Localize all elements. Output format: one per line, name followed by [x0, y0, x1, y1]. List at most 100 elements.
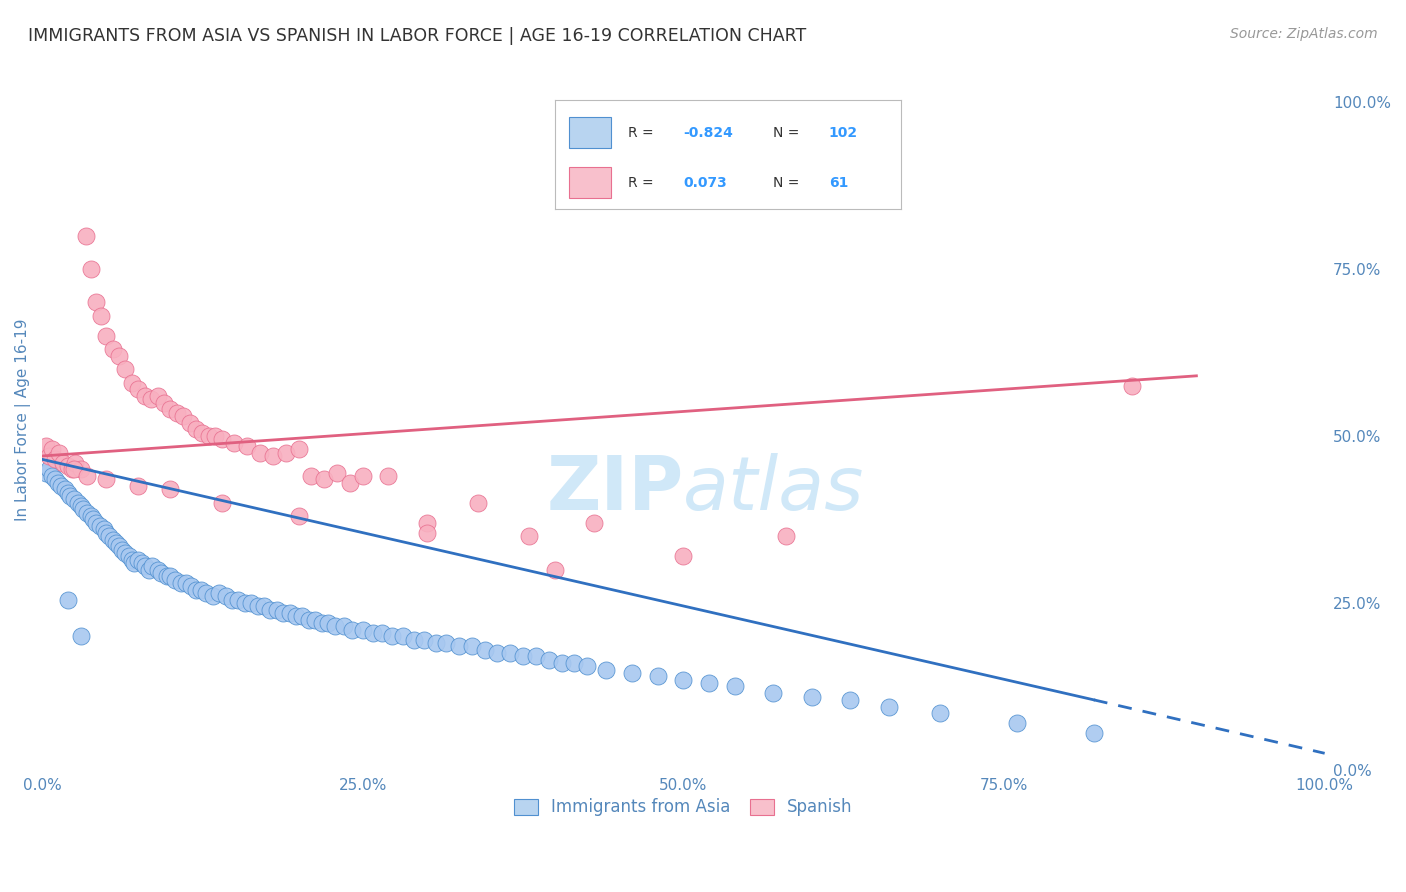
Point [266, 602, 288, 616]
Point [582, 516, 605, 530]
Point [89, 519, 111, 533]
Point [139, 392, 162, 407]
Point [278, 606, 301, 620]
Point [416, 516, 439, 530]
Point [285, 609, 308, 624]
Point [877, 699, 900, 714]
Point [69, 462, 91, 476]
Point [224, 435, 246, 450]
Point [146, 563, 169, 577]
Text: Source: ZipAtlas.com: Source: ZipAtlas.com [1230, 27, 1378, 41]
Point [46, 475, 69, 490]
Point [180, 579, 202, 593]
Point [56, 592, 79, 607]
Point [44, 452, 66, 467]
Point [114, 546, 136, 560]
Point [402, 632, 425, 647]
Point [169, 576, 191, 591]
Point [80, 509, 103, 524]
Point [38, 449, 60, 463]
Point [564, 656, 586, 670]
Point [172, 409, 194, 423]
Point [211, 432, 233, 446]
Point [425, 636, 447, 650]
Point [1121, 379, 1143, 393]
Point [262, 449, 284, 463]
Point [301, 469, 323, 483]
Point [179, 416, 201, 430]
Point [697, 676, 720, 690]
Point [63, 462, 86, 476]
Point [550, 656, 572, 670]
Point [595, 663, 617, 677]
Point [762, 686, 785, 700]
Point [150, 566, 173, 580]
Point [190, 582, 212, 597]
Point [108, 349, 131, 363]
Point [165, 573, 187, 587]
Point [191, 425, 214, 440]
Point [101, 342, 124, 356]
Point [1005, 716, 1028, 731]
Point [208, 586, 231, 600]
Point [134, 559, 156, 574]
Point [434, 636, 457, 650]
Point [332, 619, 354, 633]
Point [35, 466, 58, 480]
Point [56, 458, 79, 473]
Point [339, 475, 361, 490]
Point [461, 640, 484, 654]
Point [69, 629, 91, 643]
Point [44, 472, 66, 486]
Point [240, 596, 263, 610]
Point [121, 552, 143, 566]
Point [159, 483, 181, 497]
Point [118, 549, 141, 564]
Point [486, 646, 509, 660]
Point [76, 506, 98, 520]
Point [298, 613, 321, 627]
Point [413, 632, 436, 647]
Point [537, 653, 560, 667]
Point [467, 496, 489, 510]
Point [82, 512, 104, 526]
Point [184, 582, 207, 597]
Point [159, 569, 181, 583]
Point [342, 623, 364, 637]
Point [621, 666, 644, 681]
Point [259, 602, 281, 616]
Point [84, 295, 107, 310]
Point [59, 489, 82, 503]
Point [63, 492, 86, 507]
Point [198, 429, 221, 443]
Text: IMMIGRANTS FROM ASIA VS SPANISH IN LABOR FORCE | AGE 16-19 CORRELATION CHART: IMMIGRANTS FROM ASIA VS SPANISH IN LABOR… [28, 27, 807, 45]
Point [221, 592, 243, 607]
Point [361, 626, 384, 640]
Point [72, 502, 94, 516]
Point [127, 382, 149, 396]
Point [416, 525, 439, 540]
Point [201, 589, 224, 603]
Point [544, 563, 567, 577]
Point [155, 569, 177, 583]
Point [274, 445, 297, 459]
Point [928, 706, 950, 721]
Point [323, 619, 346, 633]
Point [291, 609, 314, 624]
Point [38, 462, 60, 476]
Point [519, 529, 541, 543]
Point [51, 479, 73, 493]
Point [1083, 726, 1105, 740]
Point [90, 309, 112, 323]
Point [84, 516, 107, 530]
Point [672, 673, 695, 687]
Point [124, 556, 146, 570]
Point [35, 439, 58, 453]
Point [195, 586, 218, 600]
Point [352, 469, 374, 483]
Point [377, 469, 399, 483]
Point [80, 262, 103, 277]
Point [75, 228, 97, 243]
Point [65, 456, 87, 470]
Text: atlas: atlas [683, 453, 865, 525]
